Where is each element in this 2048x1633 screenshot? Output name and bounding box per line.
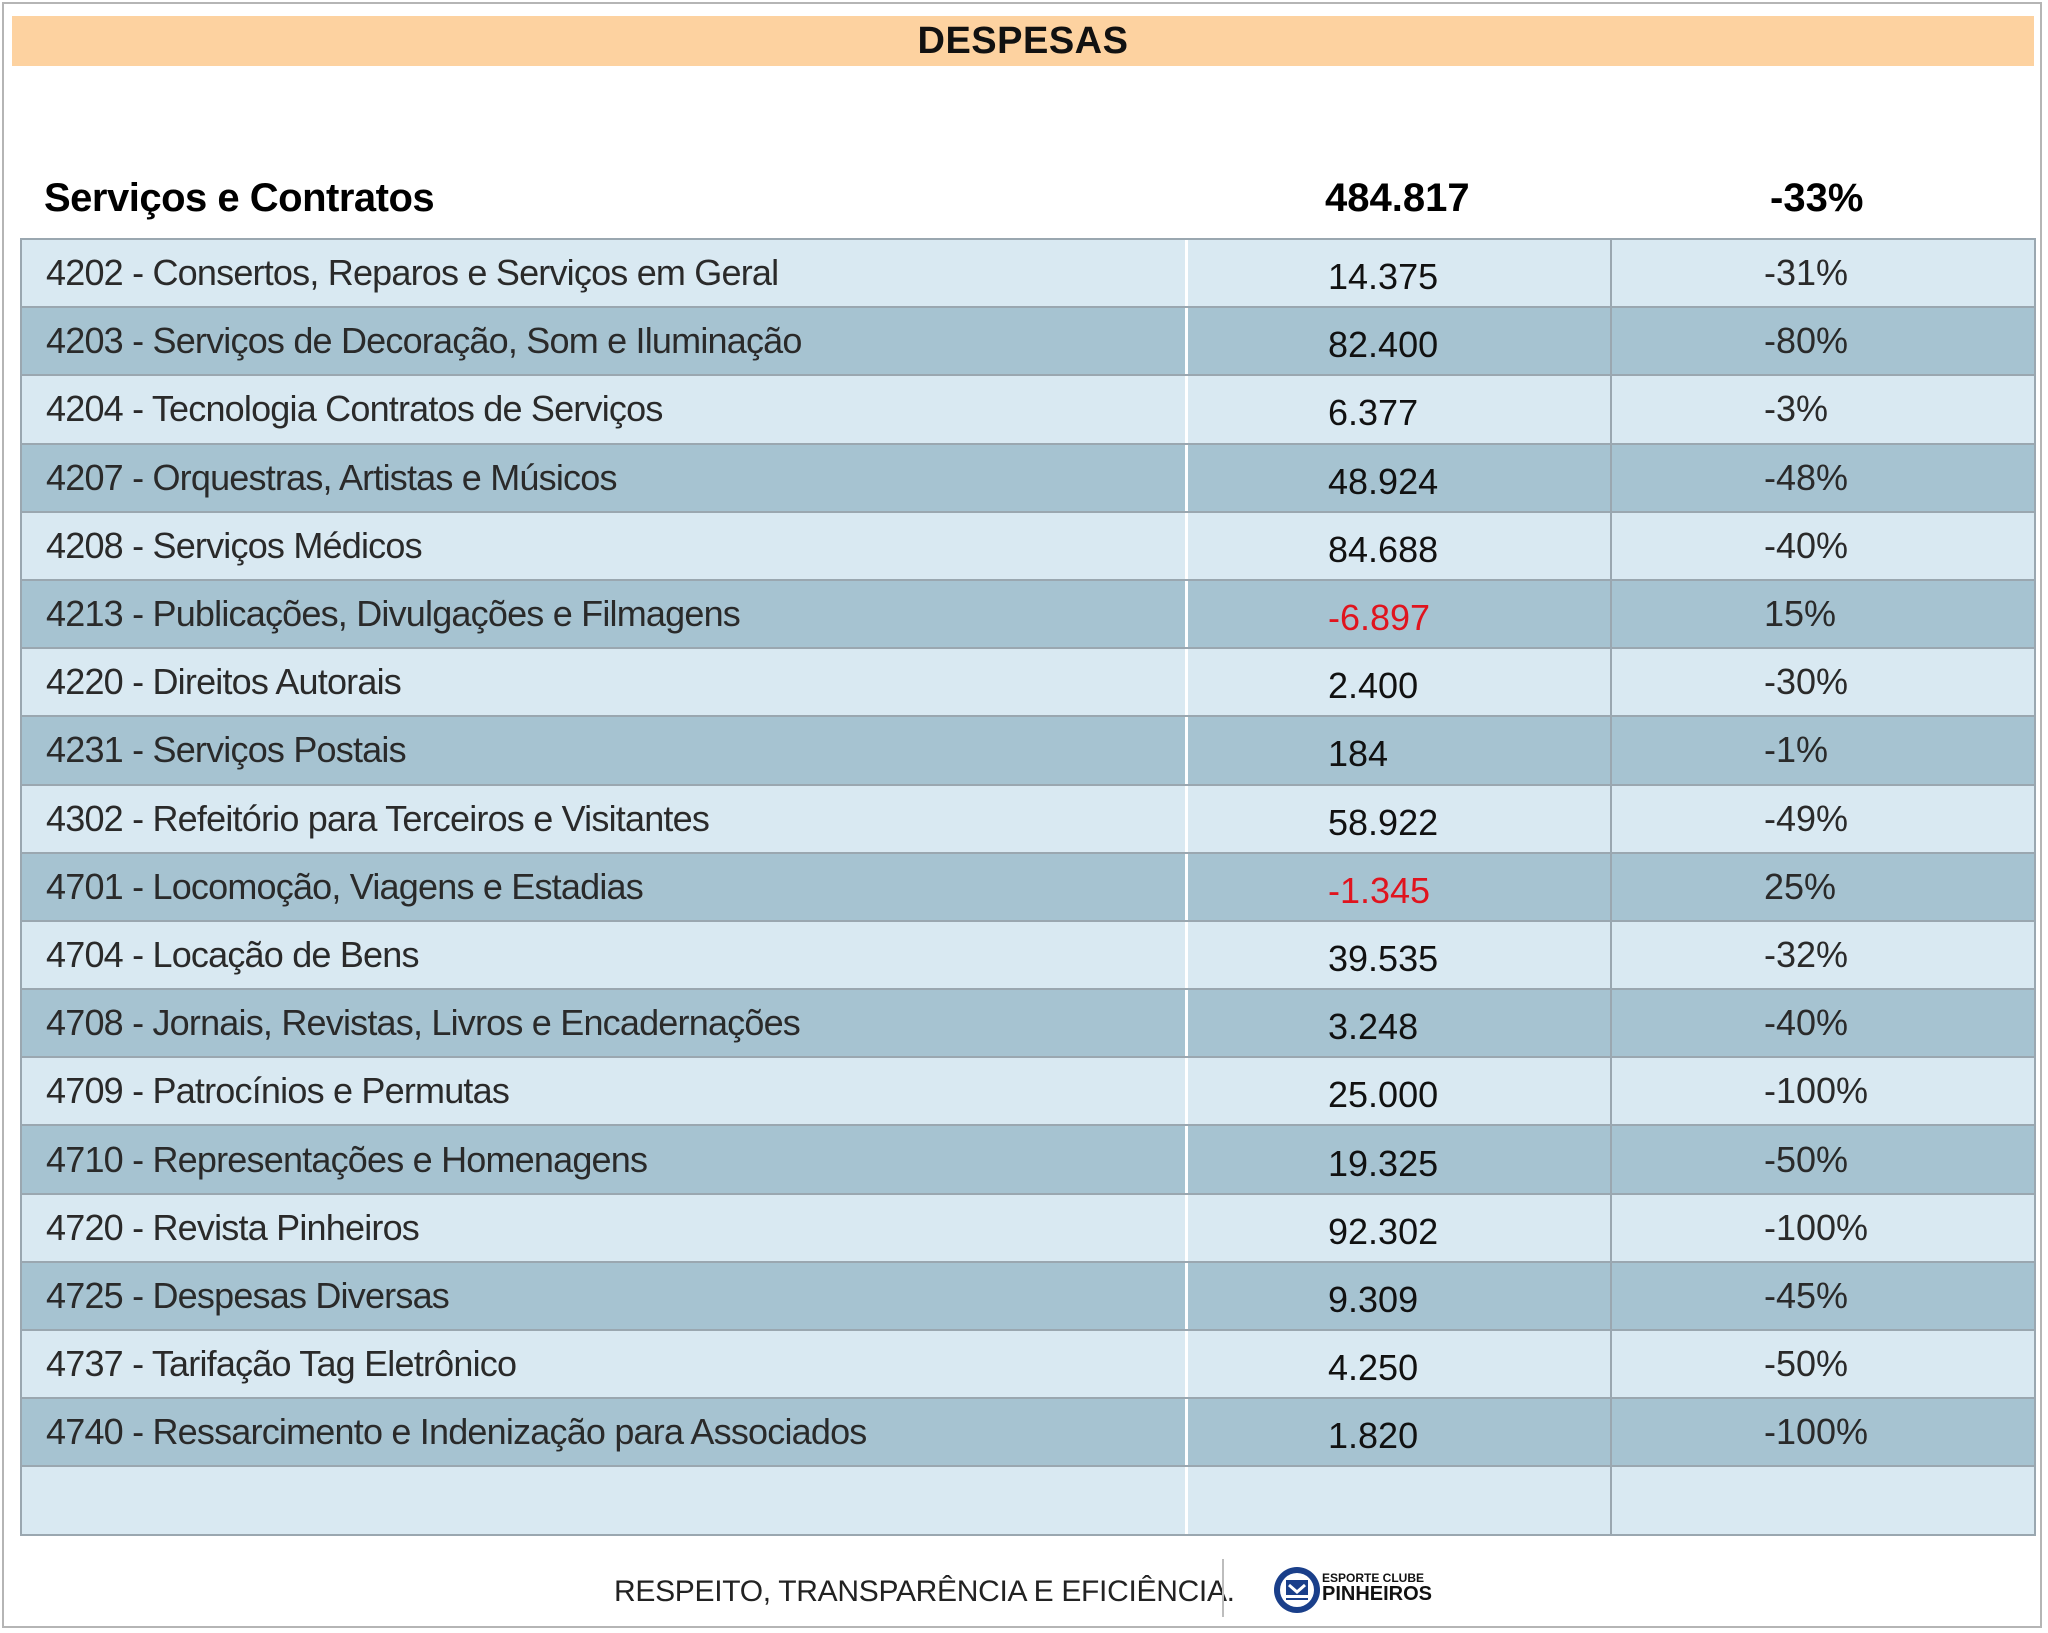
table-row: 4740 - Ressarcimento e Indenização para … (22, 1399, 2034, 1468)
row-description: 4203 - Serviços de Decoração, Som e Ilum… (22, 308, 1188, 375)
summary-label: Serviços e Contratos (44, 176, 435, 220)
row-percent: -50% (1764, 1138, 1849, 1180)
table-row: 4725 - Despesas Diversas 9.309 -45% (22, 1262, 2034, 1331)
row-description: 4737 - Tarifação Tag Eletrônico (22, 1331, 1188, 1398)
table-row: 4701 - Locomoção, Viagens e Estadias -1.3… (22, 853, 2034, 922)
row-description: 4204 - Tecnologia Contratos de Serviços (22, 376, 1188, 443)
row-description: 4740 - Ressarcimento e Indenização para … (22, 1399, 1188, 1466)
footer-slogan: RESPEITO, TRANSPARÊNCIA E EFICIÊNCIA. (614, 1575, 1235, 1608)
table-row: 4302 - Refeitório para Terceiros e Visit… (22, 785, 2034, 854)
row-percent: -48% (1764, 456, 1849, 498)
row-percent: -100% (1764, 1206, 1869, 1248)
row-value: 14.375 (1188, 240, 1612, 307)
table-row: 4207 - Orquestras, Artistas e Músicos 48.… (22, 444, 2034, 513)
table-row (22, 1467, 2034, 1536)
row-percent: -50% (1764, 1343, 1849, 1385)
table-row: 4203 - Serviços de Decoração, Som e Ilum… (22, 308, 2034, 377)
expense-table: 4202 - Consertos, Reparos e Serviços em … (20, 238, 2036, 1536)
row-value: 2.400 (1188, 649, 1612, 716)
row-value: -6.897 (1188, 580, 1612, 648)
row-value: 25.000 (1188, 1058, 1612, 1125)
row-percent: -100% (1764, 1411, 1869, 1453)
page-title: DESPESAS (917, 19, 1129, 62)
row-description: 4725 - Despesas Diversas (22, 1262, 1188, 1329)
footer: RESPEITO, TRANSPARÊNCIA E EFICIÊNCIA. ES… (0, 1555, 2048, 1619)
row-value: 48.924 (1188, 444, 1612, 511)
row-value: 4.250 (1188, 1331, 1612, 1398)
row-description: 4220 - Direitos Autorais (22, 649, 1188, 716)
table-row: 4709 - Patrocínios e Permutas 25.000 -100% (22, 1058, 2034, 1127)
summary-row: Serviços e Contratos 484.817 -33% (0, 172, 2048, 232)
table-row: 4204 - Tecnologia Contratos de Serviços 6… (22, 376, 2034, 445)
table-row: 4231 - Serviços Postais 184 -1% (22, 717, 2034, 786)
row-description: 4701 - Locomoção, Viagens e Estadias (22, 853, 1188, 920)
table-row: 4202 - Consertos, Reparos e Serviços em … (22, 240, 2034, 309)
row-percent: -3% (1764, 388, 1829, 430)
row-percent: -40% (1764, 1002, 1849, 1044)
row-description: 4708 - Jornais, Revistas, Livros e Encad… (22, 990, 1188, 1057)
table-row: 4208 - Serviços Médicos 84.688 -40% (22, 512, 2034, 581)
row-percent: -1% (1764, 729, 1829, 771)
table-row: 4720 - Revista Pinheiros 92.302 -100% (22, 1194, 2034, 1263)
row-percent: -30% (1764, 661, 1849, 703)
row-description: 4302 - Refeitório para Terceiros e Visit… (22, 785, 1188, 852)
table-row: 4737 - Tarifação Tag Eletrônico 4.250 -50% (22, 1331, 2034, 1400)
row-description (22, 1467, 1188, 1534)
row-percent: 15% (1764, 593, 1837, 635)
header-banner: DESPESAS (12, 16, 2034, 66)
row-value: -1.345 (1188, 853, 1612, 920)
row-value (1188, 1467, 1612, 1534)
table-row: 4708 - Jornais, Revistas, Livros e Encad… (22, 990, 2034, 1059)
row-description: 4710 - Representações e Homenagens (22, 1126, 1188, 1193)
footer-divider (1222, 1559, 1224, 1617)
row-value: 19.325 (1188, 1126, 1612, 1193)
row-value: 1.820 (1188, 1399, 1612, 1466)
row-description: 4202 - Consertos, Reparos e Serviços em … (22, 240, 1188, 307)
table-row: 4220 - Direitos Autorais 2.400 -30% (22, 649, 2034, 718)
row-value: 92.302 (1188, 1194, 1612, 1261)
row-value: 9.309 (1188, 1262, 1612, 1329)
row-description: 4231 - Serviços Postais (22, 717, 1188, 784)
row-percent: -49% (1764, 797, 1849, 839)
logo-top-text: ESPORTE CLUBE (1322, 1571, 1425, 1585)
row-description: 4709 - Patrocínios e Permutas (22, 1058, 1188, 1125)
row-value: 84.688 (1188, 512, 1612, 579)
row-value: 3.248 (1188, 990, 1612, 1057)
row-percent: -31% (1764, 252, 1849, 294)
row-percent: 25% (1764, 865, 1837, 907)
row-value: 6.377 (1188, 376, 1612, 443)
row-description: 4207 - Orquestras, Artistas e Músicos (22, 444, 1188, 511)
row-percent: -32% (1764, 933, 1849, 975)
row-value: 184 (1188, 717, 1612, 784)
row-percent: -100% (1764, 1070, 1869, 1112)
row-percent: -80% (1764, 320, 1849, 362)
summary-percent: -33% (1770, 176, 1864, 220)
row-value: 82.400 (1188, 308, 1612, 375)
summary-value: 484.817 (1325, 176, 1470, 220)
row-value: 39.535 (1188, 921, 1612, 989)
pinheiros-crest-icon (1274, 1567, 1320, 1613)
row-description: 4704 - Locação de Bens (22, 921, 1188, 989)
row-description: 4720 - Revista Pinheiros (22, 1194, 1188, 1261)
table-row: 4704 - Locação de Bens 39.535 -32% (22, 921, 2034, 991)
row-value: 58.922 (1188, 785, 1612, 852)
row-percent: -45% (1764, 1274, 1849, 1316)
row-percent (1612, 1467, 2034, 1533)
row-percent: -40% (1764, 524, 1849, 566)
table-row: 4213 - Publicações, Divulgações e Filmag… (22, 580, 2034, 650)
row-description: 4213 - Publicações, Divulgações e Filmag… (22, 580, 1188, 648)
table-row: 4710 - Representações e Homenagens 19.325… (22, 1126, 2034, 1195)
logo-main-text: PINHEIROS (1322, 1583, 1433, 1605)
row-description: 4208 - Serviços Médicos (22, 512, 1188, 579)
